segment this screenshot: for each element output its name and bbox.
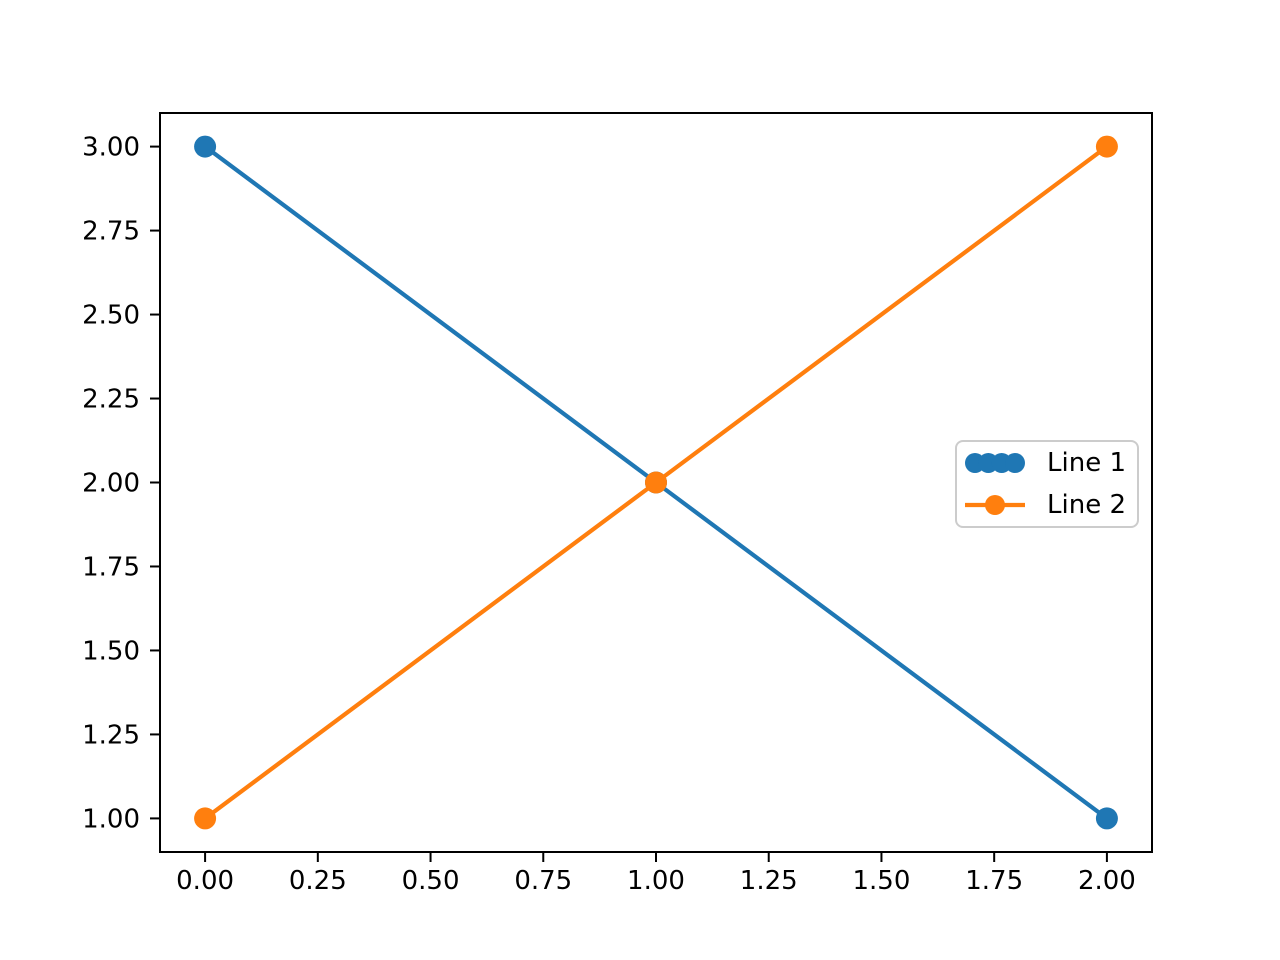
line1-marker-icon bbox=[965, 453, 1025, 473]
y-tick-label: 1.75 bbox=[82, 552, 140, 582]
line2-marker-icon bbox=[965, 495, 1025, 515]
y-tick-label: 2.50 bbox=[82, 301, 140, 331]
legend-handle-marker bbox=[1005, 453, 1025, 473]
legend-label-line1: Line 1 bbox=[1047, 448, 1126, 478]
x-tick-label: 1.75 bbox=[965, 866, 1023, 896]
x-tick-label: 0.00 bbox=[176, 866, 234, 896]
legend: Line 1 Line 2 bbox=[955, 440, 1139, 528]
data-point-marker bbox=[194, 135, 217, 158]
x-tick-label: 1.25 bbox=[740, 866, 798, 896]
data-point-marker bbox=[1095, 807, 1118, 830]
x-tick-label: 0.75 bbox=[514, 866, 572, 896]
legend-handle-marker bbox=[985, 495, 1005, 515]
x-tick-label: 1.50 bbox=[853, 866, 911, 896]
y-tick-label: 2.25 bbox=[82, 385, 140, 415]
x-tick-label: 1.00 bbox=[627, 866, 685, 896]
y-tick-label: 3.00 bbox=[82, 133, 140, 163]
x-tick-label: 2.00 bbox=[1078, 866, 1136, 896]
y-tick-label: 2.75 bbox=[82, 217, 140, 247]
legend-label-line2: Line 2 bbox=[1047, 490, 1126, 520]
y-tick-label: 1.00 bbox=[82, 804, 140, 834]
y-tick-label: 2.00 bbox=[82, 469, 140, 499]
y-tick-label: 1.50 bbox=[82, 636, 140, 666]
data-point-marker bbox=[194, 807, 217, 830]
legend-item-line1: Line 1 bbox=[965, 442, 1131, 484]
data-point-marker bbox=[645, 471, 667, 494]
y-tick-label: 1.25 bbox=[82, 720, 140, 750]
data-point-marker bbox=[1095, 135, 1118, 158]
x-tick-label: 0.50 bbox=[402, 866, 460, 896]
legend-item-line2: Line 2 bbox=[965, 484, 1131, 526]
x-tick-label: 0.25 bbox=[289, 866, 347, 896]
